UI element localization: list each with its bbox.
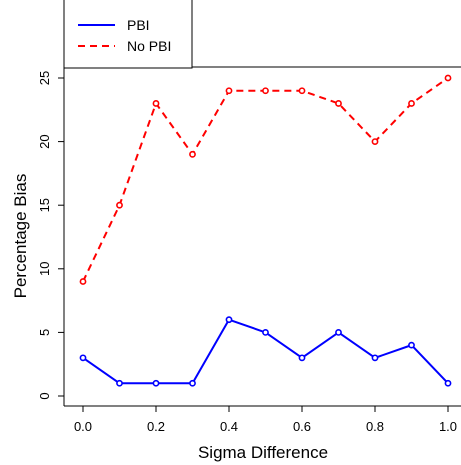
x-tick-label: 0.0 (74, 419, 92, 434)
data-point-no-pbi (298, 87, 306, 95)
y-tick-label: 0 (37, 392, 52, 399)
y-axis-title: Percentage Bias (11, 174, 30, 299)
data-point-pbi (262, 328, 269, 336)
series-line-no-pbi (82, 77, 449, 282)
y-tick-label: 20 (37, 134, 52, 148)
data-point-pbi (152, 379, 160, 387)
x-tick-label: 0.4 (220, 419, 238, 434)
data-point-pbi (116, 379, 123, 387)
legend-label-pbi: PBI (127, 17, 150, 33)
data-point-no-pbi (335, 100, 342, 107)
data-point-pbi (298, 354, 306, 362)
legend: PBI No PBI (63, 0, 193, 69)
y-tick-label: 15 (37, 198, 52, 212)
data-point-no-pbi (116, 201, 123, 209)
y-axis: 0 5 10 15 20 25 (37, 71, 64, 400)
data-point-no-pbi (371, 138, 379, 145)
data-point-pbi (371, 354, 379, 362)
y-tick-label: 25 (37, 71, 52, 85)
y-tick-label: 10 (37, 262, 52, 276)
data-point-pbi (408, 341, 415, 349)
data-point-no-pbi (408, 100, 415, 107)
y-tick-label: 5 (37, 329, 52, 336)
x-tick-label: 0.2 (147, 419, 165, 434)
data-point-pbi (225, 316, 233, 324)
data-point-no-pbi (262, 87, 269, 95)
data-point-no-pbi (444, 74, 452, 82)
data-point-pbi (335, 328, 342, 336)
data-point-pbi (79, 354, 87, 362)
x-tick-label: 0.8 (366, 419, 384, 434)
data-point-pbi (444, 379, 452, 387)
x-tick-label: 0.6 (293, 419, 311, 434)
data-point-no-pbi (152, 100, 160, 107)
plot-frame (63, 66, 461, 407)
legend-box (63, 0, 193, 69)
x-axis: 0.0 0.2 0.4 0.6 0.8 1.0 (74, 406, 457, 434)
data-point-pbi (189, 379, 196, 387)
x-axis-title: Sigma Difference (198, 443, 328, 462)
data-point-no-pbi (225, 87, 233, 95)
data-point-no-pbi (189, 150, 196, 158)
x-tick-label: 1.0 (439, 419, 457, 434)
data-point-no-pbi (79, 278, 87, 285)
legend-label-no-pbi: No PBI (127, 38, 171, 54)
series-layer (79, 74, 452, 387)
